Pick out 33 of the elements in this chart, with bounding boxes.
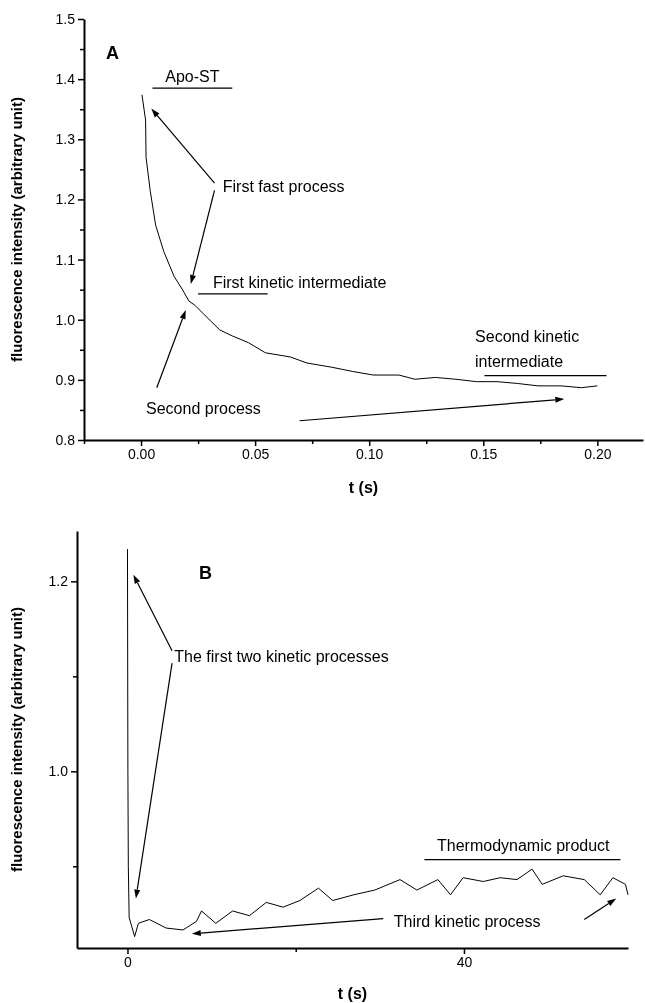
x-tick-label: 0.15: [470, 445, 498, 462]
x-tick-label: 0.10: [356, 445, 384, 462]
x-axis-title: t (s): [337, 985, 368, 1002]
text: A: [106, 43, 119, 63]
text: B: [199, 563, 212, 583]
y-tick-label: 0.8: [55, 431, 76, 448]
annotation: Third kinetic process: [393, 913, 541, 931]
annotation: First kinetic intermediate: [212, 273, 387, 291]
annotation: Thermodynamic product: [437, 837, 611, 855]
y-tick-label: 1.1: [55, 251, 76, 268]
x-tick-label: 40: [456, 953, 473, 970]
annotation: Second process: [146, 399, 261, 417]
x-tick-label: 0.05: [242, 445, 270, 462]
x-axis-title: t (s): [348, 479, 379, 496]
y-tick-label: 1.5: [55, 10, 76, 27]
y-tick-label: 1.0: [55, 311, 76, 328]
y-tick-label: 1.2: [55, 191, 76, 208]
x-tick-label: 0: [124, 953, 133, 970]
x-tick-label: 0.00: [127, 445, 156, 462]
line-series: [141, 94, 598, 389]
y-axis-title: fluorescence intensity (arbitrary unit): [8, 606, 25, 873]
annotation: The first two kinetic processes: [174, 648, 389, 666]
annotation: Second kinetic intermediate: [475, 327, 580, 370]
x-tick-label: 0.20: [584, 445, 612, 462]
y-tick-label: 0.9: [55, 371, 76, 388]
y-tick-label: 1.3: [55, 131, 76, 148]
y-tick-label: 1.2: [48, 573, 69, 590]
y-axis-title: fluorescence intensity (arbitrary unit): [8, 96, 25, 363]
annotation: Apo-ST: [165, 68, 220, 86]
annotation: First fast process: [222, 178, 345, 196]
line-series: [126, 548, 629, 938]
y-tick-label: 1.4: [55, 71, 76, 88]
y-tick-label: 1.0: [48, 763, 69, 780]
